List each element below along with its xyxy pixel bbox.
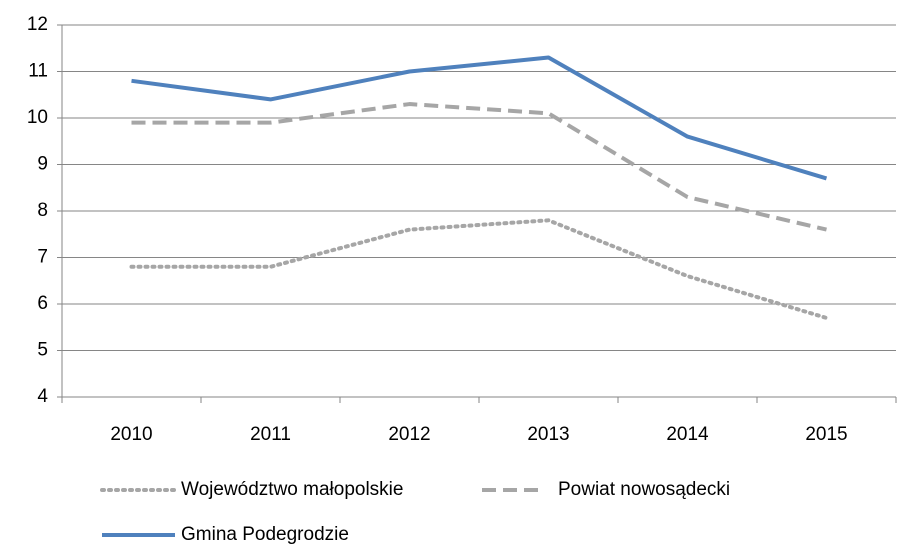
legend-label: Gmina Podegrodzie xyxy=(181,524,349,545)
y-tick-label: 9 xyxy=(37,154,48,175)
x-tick-label: 2013 xyxy=(527,424,569,445)
y-tick-label: 8 xyxy=(37,200,48,221)
series-line xyxy=(131,102,827,232)
series-line xyxy=(131,55,828,181)
legend-label: Województwo małopolskie xyxy=(181,479,403,500)
legend-label: Powiat nowosądecki xyxy=(558,479,730,500)
x-tick-label: 2014 xyxy=(666,424,709,445)
y-tick-label: 4 xyxy=(37,386,48,407)
y-tick-label: 5 xyxy=(37,340,48,361)
x-tick-label: 2010 xyxy=(110,424,152,445)
y-tick-label: 11 xyxy=(28,61,48,82)
y-tick-label: 7 xyxy=(37,247,48,268)
series-line xyxy=(129,218,829,320)
x-tick-label: 2012 xyxy=(388,424,430,445)
y-tick-label: 6 xyxy=(37,293,48,314)
x-tick-label: 2015 xyxy=(805,424,847,445)
y-tick-label: 12 xyxy=(27,14,48,35)
y-tick-label: 10 xyxy=(27,107,48,128)
x-tick-label: 2011 xyxy=(250,424,291,445)
